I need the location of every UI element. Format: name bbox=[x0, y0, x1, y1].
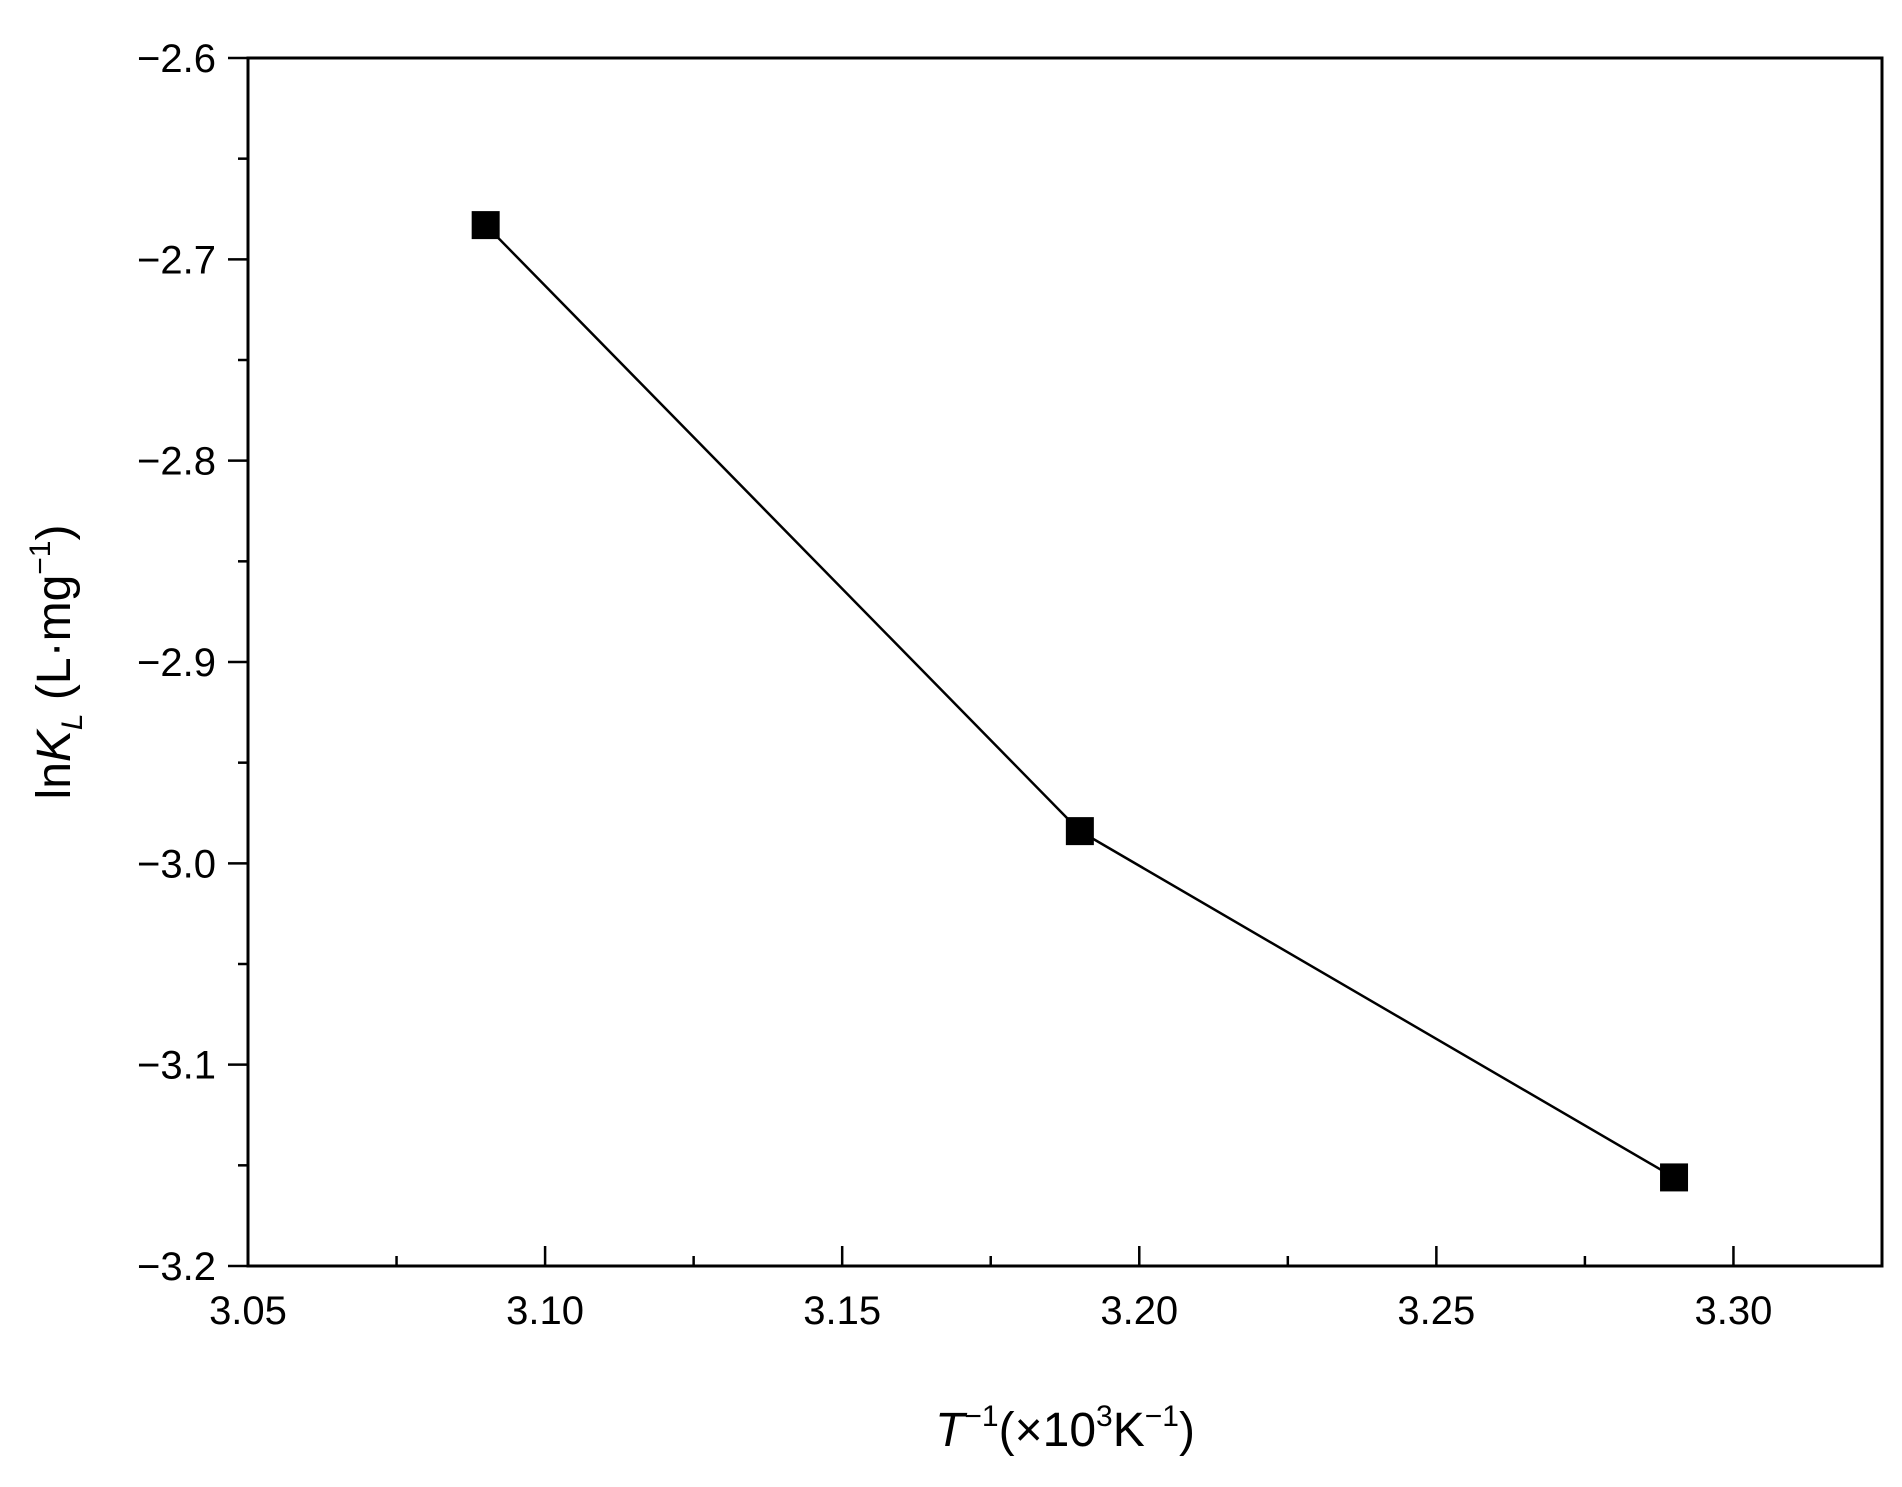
y-axis-title: lnKL (L·mg−1) bbox=[24, 525, 89, 800]
y-tick-label: −3.1 bbox=[137, 1044, 216, 1088]
x-axis-title-unit-exponent-2: −1 bbox=[1145, 1400, 1179, 1433]
y-tick-labels: −2.6 −2.7 −2.8 −2.9 −3.0 −3.1 −3.2 bbox=[137, 37, 216, 1289]
x-tick-label: 3.15 bbox=[803, 1289, 881, 1333]
series-layer bbox=[471, 211, 1689, 1192]
data-point-marker bbox=[1660, 1163, 1689, 1192]
x-tick-label: 3.10 bbox=[506, 1289, 584, 1333]
y-axis-title-subscript: L bbox=[56, 713, 89, 730]
y-tick-label: −2.9 bbox=[137, 641, 216, 685]
y-axis-title-prefix: ln bbox=[28, 762, 81, 799]
x-tick-labels: 3.05 3.10 3.15 3.20 3.25 3.30 bbox=[209, 1289, 1772, 1333]
x-axis-title-main: T bbox=[935, 1404, 968, 1457]
y-tick-label: −3.2 bbox=[137, 1245, 216, 1289]
data-point-marker bbox=[471, 211, 500, 240]
data-point-marker bbox=[1065, 817, 1094, 846]
x-axis-title-unit-prefix: (×10 bbox=[999, 1404, 1096, 1457]
plot-frame bbox=[246, 56, 1884, 1268]
y-tick-label: −2.6 bbox=[137, 37, 216, 81]
y-tick-label: −2.8 bbox=[137, 440, 216, 484]
x-axis-title-unit: K bbox=[1113, 1404, 1145, 1457]
x-axis-title-unit-exponent: 3 bbox=[1096, 1400, 1113, 1433]
x-axis-title: T−1(×103K−1) bbox=[935, 1400, 1195, 1457]
y-axis-title-unit-suffix: ) bbox=[28, 525, 81, 541]
x-tick-label: 3.30 bbox=[1695, 1289, 1773, 1333]
y-tick-label: −3.0 bbox=[137, 842, 216, 886]
x-tick-label: 3.20 bbox=[1100, 1289, 1178, 1333]
y-tick-label: −2.7 bbox=[137, 238, 216, 282]
x-tick-label: 3.05 bbox=[209, 1289, 287, 1333]
y-axis-title-main: K bbox=[28, 728, 81, 762]
x-axis-title-unit-suffix: ) bbox=[1179, 1404, 1195, 1457]
x-axis-title-main-exponent: −1 bbox=[964, 1400, 998, 1433]
y-axis-title-unit-exponent: −1 bbox=[24, 541, 57, 575]
x-tick-label: 3.25 bbox=[1397, 1289, 1475, 1333]
y-axis-title-unit-prefix: (L·mg bbox=[28, 575, 81, 714]
